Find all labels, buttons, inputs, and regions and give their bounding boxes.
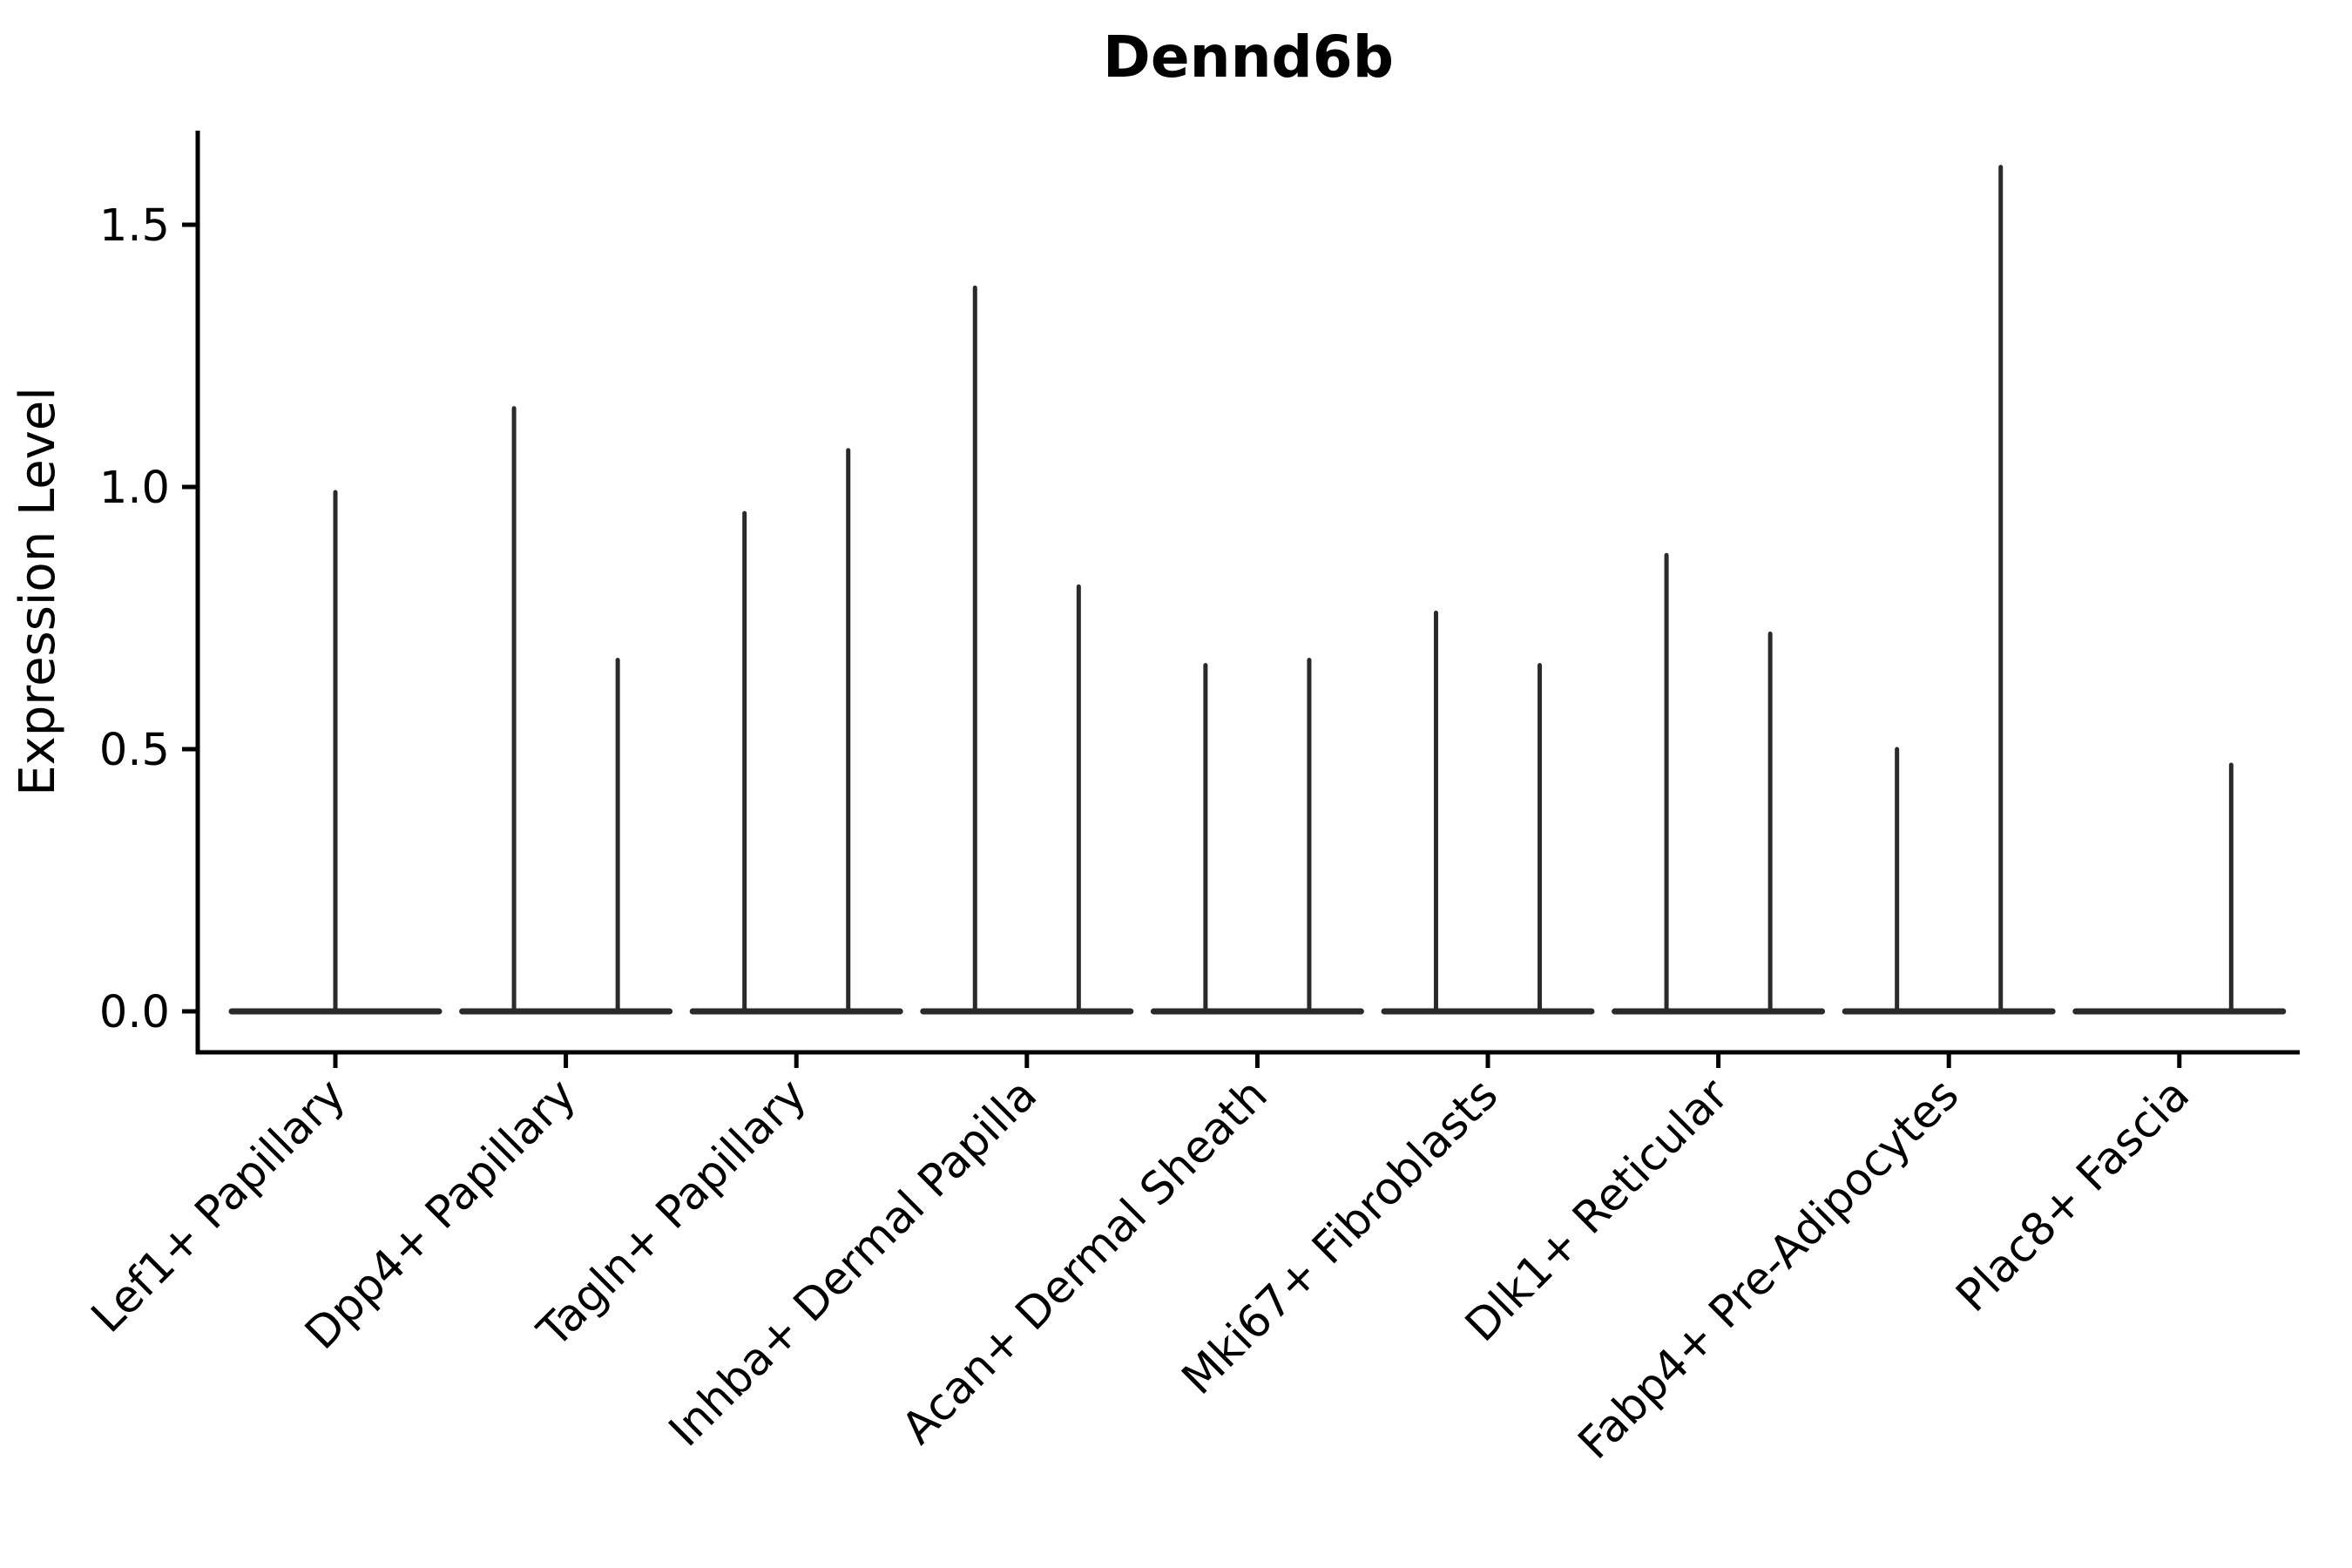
y-axis-label: Expression Level xyxy=(10,387,66,796)
violin-7 xyxy=(1612,552,1826,1015)
x-tick-label: Lef1+ Papillary xyxy=(82,1069,355,1342)
violin-8 xyxy=(1842,165,2056,1015)
y-tick-label: 1.5 xyxy=(99,200,170,252)
violin-9 xyxy=(2072,762,2287,1015)
violin-4 xyxy=(920,285,1134,1015)
y-tick-label: 0.0 xyxy=(99,987,170,1038)
violin-3 xyxy=(689,448,903,1015)
violins-layer xyxy=(228,165,2287,1015)
violin-1 xyxy=(228,490,443,1015)
violin-6 xyxy=(1381,610,1595,1015)
x-tick-label: Inhba+ Dermal Papilla xyxy=(659,1069,1047,1456)
x-tick-label: Acan+ Dermal Sheath xyxy=(892,1069,1277,1454)
y-tick-label: 1.0 xyxy=(99,463,170,514)
violin-5 xyxy=(1150,658,1364,1015)
y-tick-label: 0.5 xyxy=(99,725,170,776)
violin-2 xyxy=(459,406,673,1015)
chart-title: Dennd6b xyxy=(1103,24,1394,91)
y-axis-ticks: 0.0 0.5 1.0 1.5 xyxy=(99,200,198,1038)
x-tick-label: Fabp4+ Pre-Adipocytes xyxy=(1569,1069,1969,1469)
x-tick-label: Plac8+ Fascia xyxy=(1947,1069,2200,1321)
axes-layer xyxy=(195,131,2300,1055)
